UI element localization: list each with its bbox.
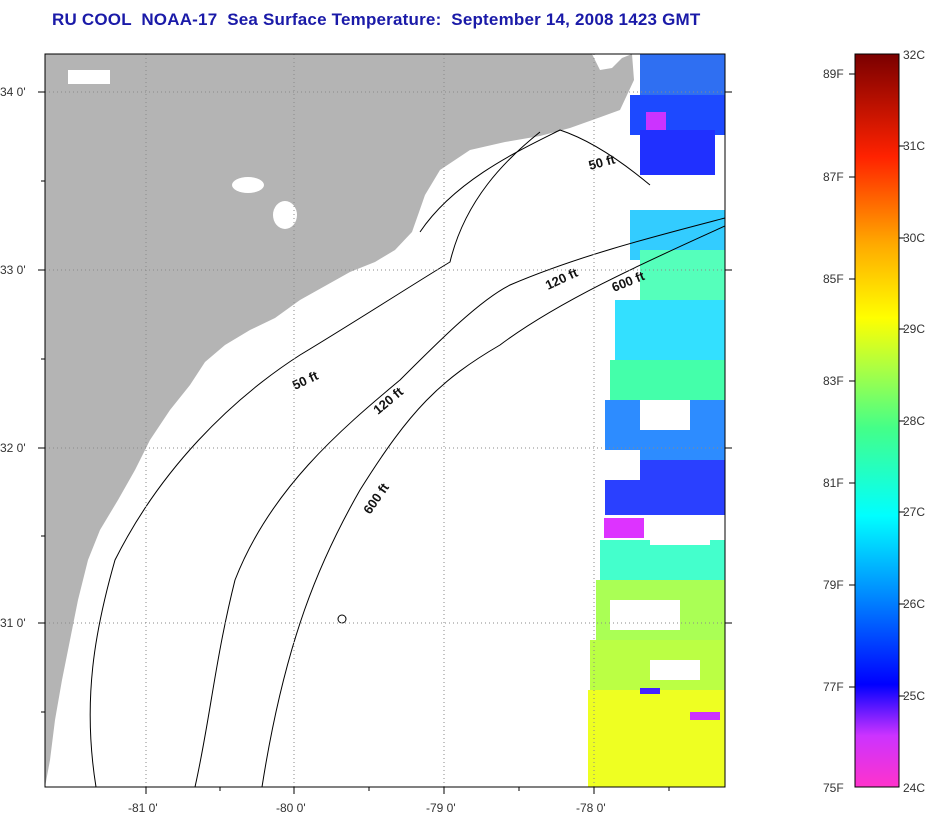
- colorbar-label-f-85: 85F: [823, 272, 844, 286]
- sst-swath: [588, 54, 725, 787]
- contour-50ft: [89, 131, 541, 787]
- colorbar-label-f-89: 89F: [823, 67, 844, 81]
- contour-120ft: [194, 217, 725, 787]
- colorbar-label-f-87: 87F: [823, 170, 844, 184]
- colorbar-label-c-26: 26C: [903, 597, 925, 611]
- lake-1: [273, 201, 297, 229]
- lat-label-31: 31 0': [0, 616, 26, 630]
- colorbar-label-f-83: 83F: [823, 374, 844, 388]
- colorbar-label-c-32: 32C: [903, 48, 925, 62]
- colorbar-label-c-27: 27C: [903, 505, 925, 519]
- colorbar-label-f-79: 79F: [823, 578, 844, 592]
- lat-label-34: 34 0': [0, 85, 26, 99]
- colorbar-label-c-25: 25C: [903, 689, 925, 703]
- colorbar: [854, 53, 900, 788]
- colorbar-ticks: [849, 73, 905, 697]
- colorbar-label-c-29: 29C: [903, 322, 925, 336]
- contour-600ft: [261, 225, 725, 787]
- lon-label-79: -79 0': [426, 801, 456, 815]
- lat-label-33: 33 0': [0, 263, 26, 277]
- lake-3: [68, 70, 110, 84]
- colorbar-label-f-81: 81F: [823, 476, 844, 490]
- graticule: [45, 54, 725, 787]
- lon-label-81: -81 0': [128, 801, 158, 815]
- map-title: RU COOL NOAA-17 Sea Surface Temperature:…: [52, 10, 701, 29]
- map-frame: [44, 53, 726, 788]
- colorbar-label-f-75: 75F: [823, 781, 844, 795]
- colorbar-label-c-31: 31C: [903, 139, 925, 153]
- contour-label-50ft-north: 50 ft: [587, 151, 617, 173]
- colorbar-label-c-28: 28C: [903, 414, 925, 428]
- land-mass: [45, 54, 634, 787]
- colorbar-label-c-24: 24C: [903, 781, 925, 795]
- lon-label-78: -78 0': [576, 801, 606, 815]
- lat-label-32: 32 0': [0, 441, 26, 455]
- lon-label-80: -80 0': [276, 801, 306, 815]
- map-ticks: [38, 91, 732, 794]
- colorbar-label-c-30: 30C: [903, 231, 925, 245]
- lake-2: [232, 177, 264, 193]
- contour-50ft-north: [419, 129, 651, 233]
- colorbar-label-f-77: 77F: [823, 680, 844, 694]
